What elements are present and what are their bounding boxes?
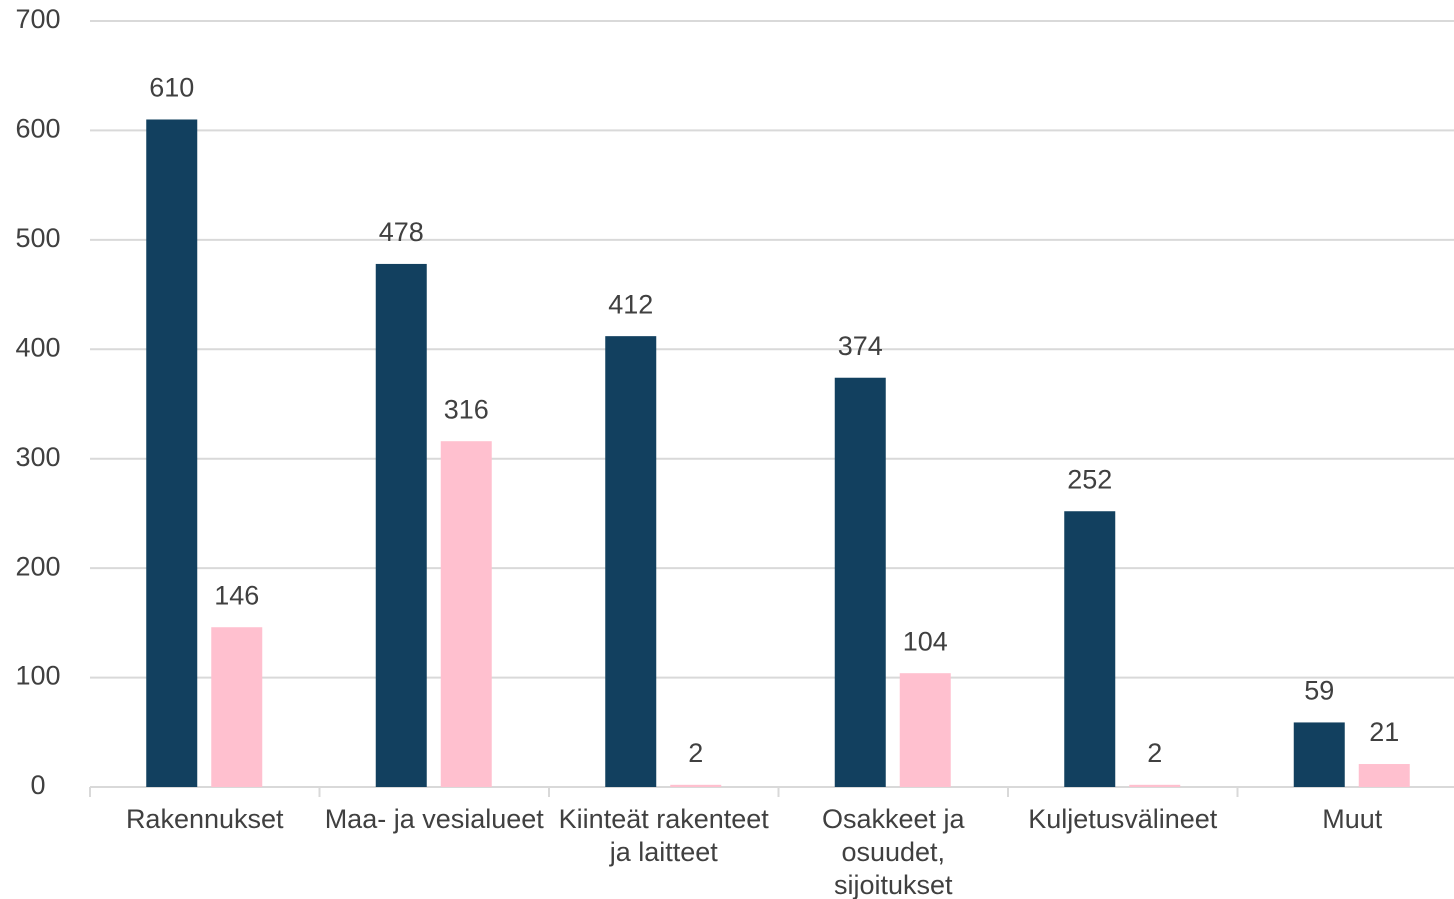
data-label: 252 — [1067, 464, 1112, 494]
bar — [1358, 764, 1410, 787]
data-label: 374 — [838, 331, 883, 361]
bar — [1293, 722, 1345, 787]
bar — [146, 119, 198, 787]
y-tick-label: 500 — [15, 223, 60, 253]
bar — [899, 673, 951, 787]
x-tick-label: Osakkeet ja osuudet, sijoitukset — [821, 804, 965, 899]
data-label: 2 — [688, 738, 703, 768]
bar — [670, 784, 722, 787]
x-tick-label: Muut — [1322, 804, 1383, 834]
data-label: 2 — [1147, 738, 1162, 768]
y-tick-label: 700 — [15, 4, 60, 34]
y-tick-label: 600 — [15, 114, 60, 144]
x-tick-label: Maa- ja vesialueet — [324, 804, 544, 834]
data-label: 316 — [444, 394, 489, 424]
data-label: 104 — [903, 626, 948, 656]
bar — [1129, 784, 1181, 787]
y-tick-label: 400 — [15, 332, 60, 362]
bar — [440, 441, 492, 787]
data-label: 146 — [214, 580, 259, 610]
bar — [1064, 511, 1116, 787]
y-tick-label: 0 — [30, 770, 45, 800]
y-tick-label: 200 — [15, 551, 60, 581]
bar — [834, 377, 886, 787]
bar — [211, 627, 263, 787]
x-tick-label: Kiinteät rakenteet ja laitteet — [558, 804, 769, 867]
data-label: 59 — [1304, 676, 1334, 706]
bar — [375, 263, 427, 788]
y-tick-label: 300 — [15, 442, 60, 472]
y-tick-label: 100 — [15, 661, 60, 691]
x-tick-label: Rakennukset — [125, 804, 284, 834]
bar — [605, 336, 657, 787]
data-label: 412 — [608, 289, 653, 319]
x-tick-label: Kuljetusvälineet — [1028, 804, 1218, 834]
data-label: 478 — [379, 217, 424, 247]
data-label: 610 — [149, 73, 194, 103]
data-label: 21 — [1369, 717, 1399, 747]
